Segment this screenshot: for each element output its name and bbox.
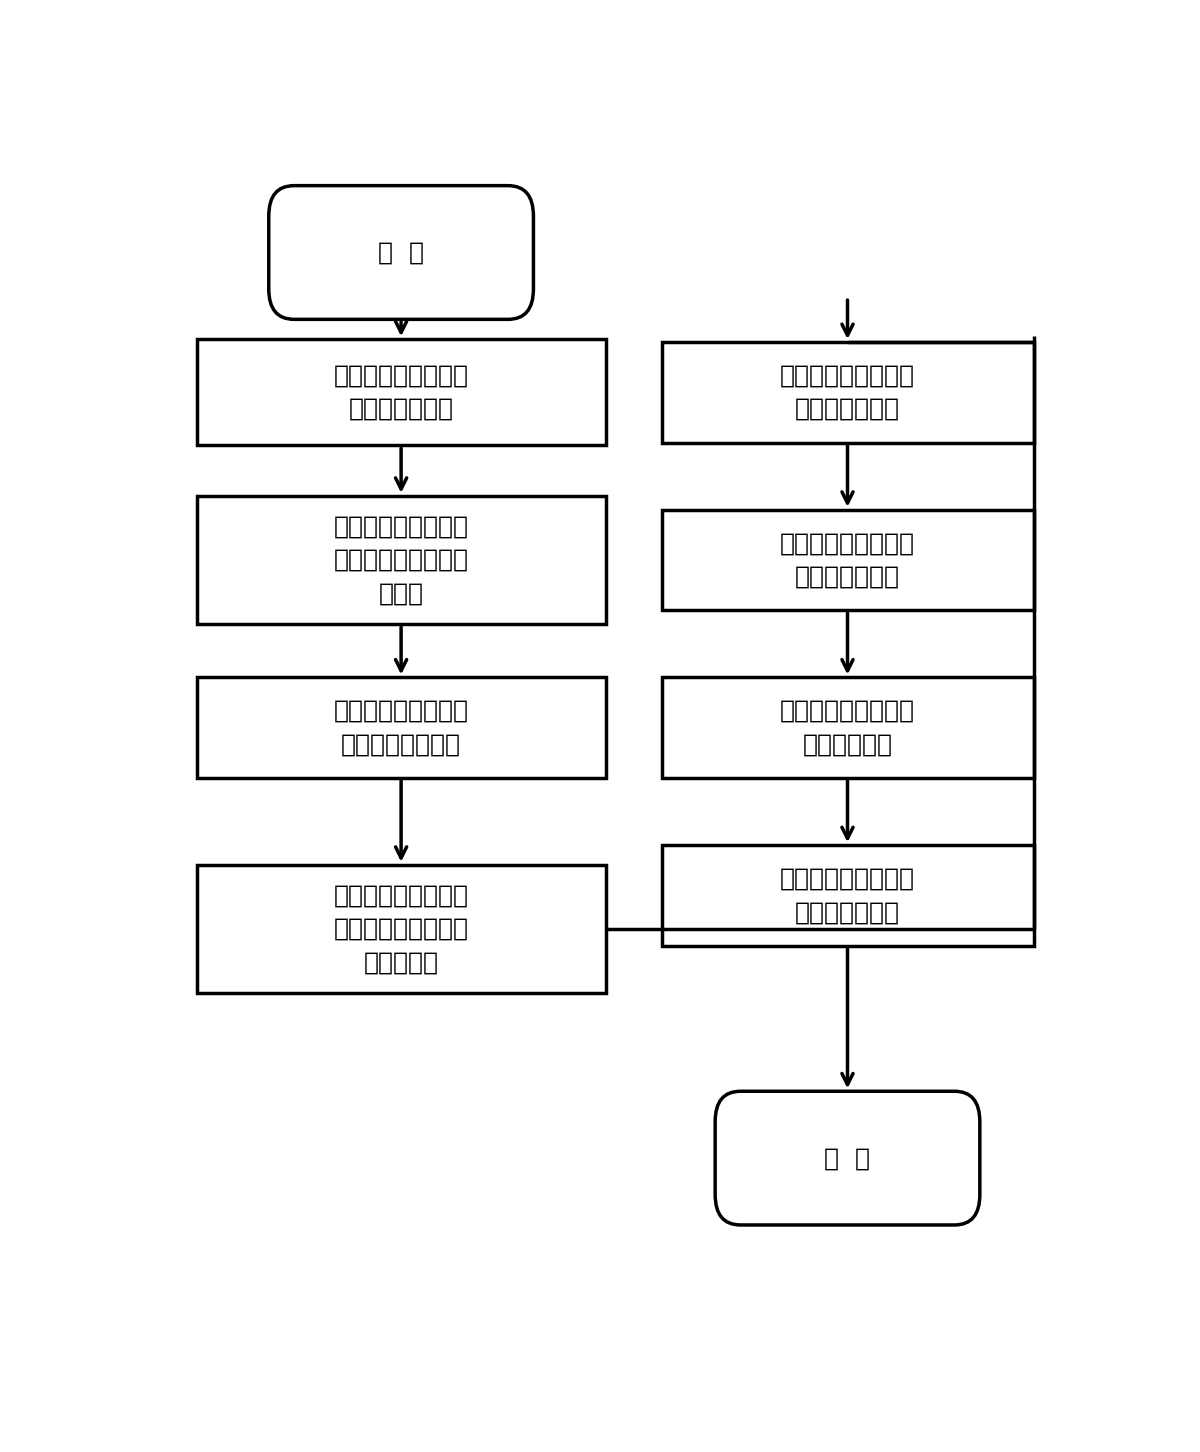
Text: 结  束: 结 束 xyxy=(824,1146,870,1170)
FancyBboxPatch shape xyxy=(661,845,1033,945)
Text: 移动机器人系统移动
至溶液处理槽点: 移动机器人系统移动 至溶液处理槽点 xyxy=(780,363,916,421)
FancyBboxPatch shape xyxy=(197,864,606,993)
FancyBboxPatch shape xyxy=(661,677,1033,778)
Text: 启用气动三爪卡盘装
置夹取多余溶液至溶
液存储系统: 启用气动三爪卡盘装 置夹取多余溶液至溶 液存储系统 xyxy=(334,883,469,974)
Text: 开  始: 开 始 xyxy=(378,241,424,264)
FancyBboxPatch shape xyxy=(661,343,1033,443)
Text: 视觉超声波系统引导
至溶液处理位置: 视觉超声波系统引导 至溶液处理位置 xyxy=(780,531,916,588)
Text: 移动机器人系统等待
下一步动作指令: 移动机器人系统等待 下一步动作指令 xyxy=(780,867,916,923)
FancyBboxPatch shape xyxy=(197,677,606,778)
Text: 移动机器人系统接收
多余溶液处理指令: 移动机器人系统接收 多余溶液处理指令 xyxy=(334,698,469,756)
FancyBboxPatch shape xyxy=(661,510,1033,610)
FancyBboxPatch shape xyxy=(197,340,606,446)
Text: 调用程序块完成多余
溶液处理工作: 调用程序块完成多余 溶液处理工作 xyxy=(780,698,916,756)
FancyBboxPatch shape xyxy=(715,1092,980,1225)
FancyBboxPatch shape xyxy=(197,495,606,624)
FancyBboxPatch shape xyxy=(269,186,534,319)
Text: 人工溶液检测，多余
溶液放回检测台: 人工溶液检测，多余 溶液放回检测台 xyxy=(334,363,469,421)
Text: 按下溶液检测完成按
鈕，发送多余溶液处
理指令: 按下溶液检测完成按 鈕，发送多余溶液处 理指令 xyxy=(334,514,469,605)
